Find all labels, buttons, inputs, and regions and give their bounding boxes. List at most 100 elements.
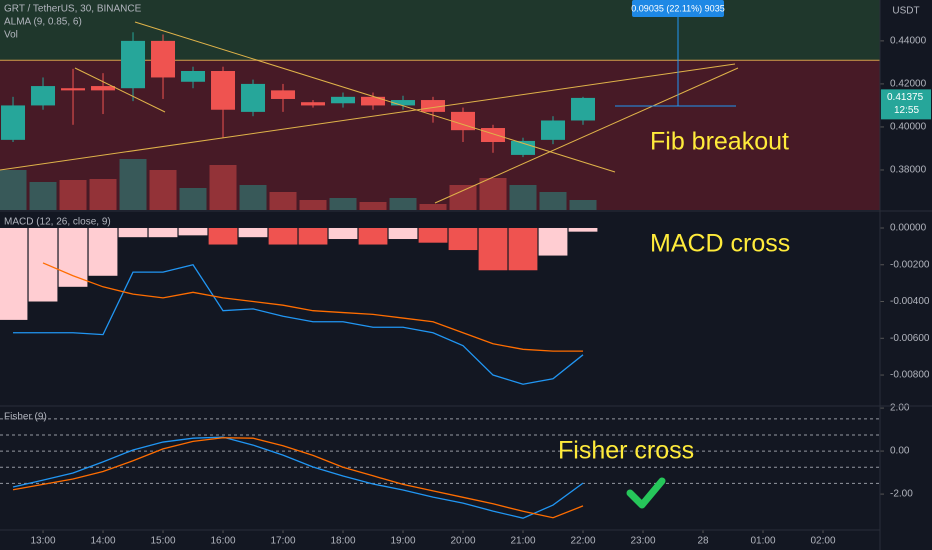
x-tick-label: 23:00 (630, 536, 655, 547)
y-tick-label: -0.00400 (890, 296, 930, 307)
candle-body (121, 40, 146, 89)
x-tick-label: 01:00 (750, 536, 775, 547)
candle-body (541, 120, 566, 140)
trend-line (0, 63, 736, 171)
volume-bar (509, 185, 537, 210)
y-tick-label: 0.38000 (890, 165, 927, 176)
histogram-bar (358, 227, 388, 245)
y-tick-label: -0.00600 (890, 333, 930, 344)
x-tick-label: 15:00 (151, 536, 176, 547)
panel-title: MACD (12, 26, close, 9) (4, 217, 111, 228)
indicator-line (13, 264, 584, 385)
candle-body (511, 140, 536, 155)
volume-bar (389, 198, 417, 210)
x-tick-label: 16:00 (210, 536, 235, 547)
y-tick-label: 0.00000 (890, 223, 927, 234)
candle-body (151, 40, 176, 78)
volume-bar (449, 185, 477, 210)
zone (0, 60, 880, 210)
x-tick-label: 14:00 (91, 536, 116, 547)
x-tick-label: 22:00 (570, 536, 595, 547)
zone (0, 0, 880, 61)
volume-bar (89, 179, 117, 210)
histogram-bar (88, 227, 118, 276)
chart-title: GRT / TetherUS, 30, BINANCE (4, 4, 142, 15)
indicator-line (12, 436, 584, 519)
currency-label: USDT (892, 6, 919, 17)
y-tick-label: 0.42000 (890, 79, 927, 90)
histogram-bar (538, 227, 568, 256)
volume-bar (329, 198, 357, 210)
histogram-bar (478, 227, 508, 271)
x-tick-label: 19:00 (390, 536, 415, 547)
y-tick-label: -2.00 (890, 489, 913, 500)
volume-bar (29, 182, 57, 210)
histogram-bar (148, 227, 178, 238)
indicator-label: ALMA (9, 0.85, 6) (4, 17, 82, 28)
volume-bar (569, 200, 597, 210)
histogram-bar (268, 227, 298, 245)
price-label: 0.41375 (887, 92, 924, 103)
trend-line (74, 67, 166, 113)
y-tick-label: 0.00 (890, 446, 910, 457)
histogram-bar (118, 227, 148, 238)
candle-body (91, 86, 116, 91)
countdown-label: 12:55 (894, 105, 919, 116)
x-tick-label: 02:00 (810, 536, 835, 547)
candle-body (421, 100, 446, 112)
y-tick-label: 0.40000 (890, 122, 927, 133)
candle-body (301, 102, 326, 106)
candle-body (331, 96, 356, 104)
candle-body (451, 111, 476, 131)
panel-title: Fisher (9) (4, 412, 47, 423)
x-tick-label: 21:00 (510, 536, 535, 547)
volume-bar (179, 188, 207, 210)
x-tick-label: 13:00 (31, 536, 56, 547)
annotation: MACD cross (650, 230, 790, 258)
y-tick-label: 0.44000 (890, 36, 927, 47)
histogram-bar (568, 227, 598, 232)
x-tick-label: 20:00 (450, 536, 475, 547)
histogram-bar (238, 227, 268, 238)
histogram-bar (0, 227, 28, 320)
histogram-bar (298, 227, 328, 245)
annotation: Fib breakout (650, 128, 789, 156)
volume-bar (119, 159, 147, 210)
candle-body (391, 100, 416, 106)
candle-body (1, 105, 26, 140)
volume-bar (419, 204, 447, 210)
volume-bar (539, 192, 567, 210)
histogram-bar (508, 227, 538, 271)
trend-line (134, 21, 616, 173)
histogram-bar (388, 227, 418, 240)
histogram-bar (328, 227, 358, 240)
volume-bar (149, 170, 177, 210)
histogram-bar (178, 227, 208, 236)
annotation: Fisher cross (558, 437, 694, 465)
histogram-bar (58, 227, 88, 287)
candle-body (571, 97, 596, 121)
volume-bar (59, 180, 87, 210)
histogram-bar (28, 227, 58, 302)
indicator-line (12, 437, 584, 519)
histogram-bar (208, 227, 238, 245)
candle-body (31, 86, 56, 106)
candle-body (241, 83, 266, 112)
candle-body (361, 96, 386, 106)
y-tick-label: 2.00 (890, 403, 910, 414)
volume-bar (239, 185, 267, 210)
check-icon (626, 477, 666, 509)
histogram-bar (418, 227, 448, 243)
measure-label: 0.09035 (22.11%) 9035 (631, 3, 724, 13)
candle-body (271, 90, 296, 99)
candle-body (61, 88, 86, 91)
indicator-label: Vol (4, 30, 18, 41)
candle-body (211, 71, 236, 110)
volume-bar (209, 165, 237, 210)
y-tick-label: -0.00800 (890, 370, 930, 381)
y-tick-label: -0.00200 (890, 259, 930, 270)
volume-bar (479, 178, 507, 210)
candle-body (181, 71, 206, 82)
